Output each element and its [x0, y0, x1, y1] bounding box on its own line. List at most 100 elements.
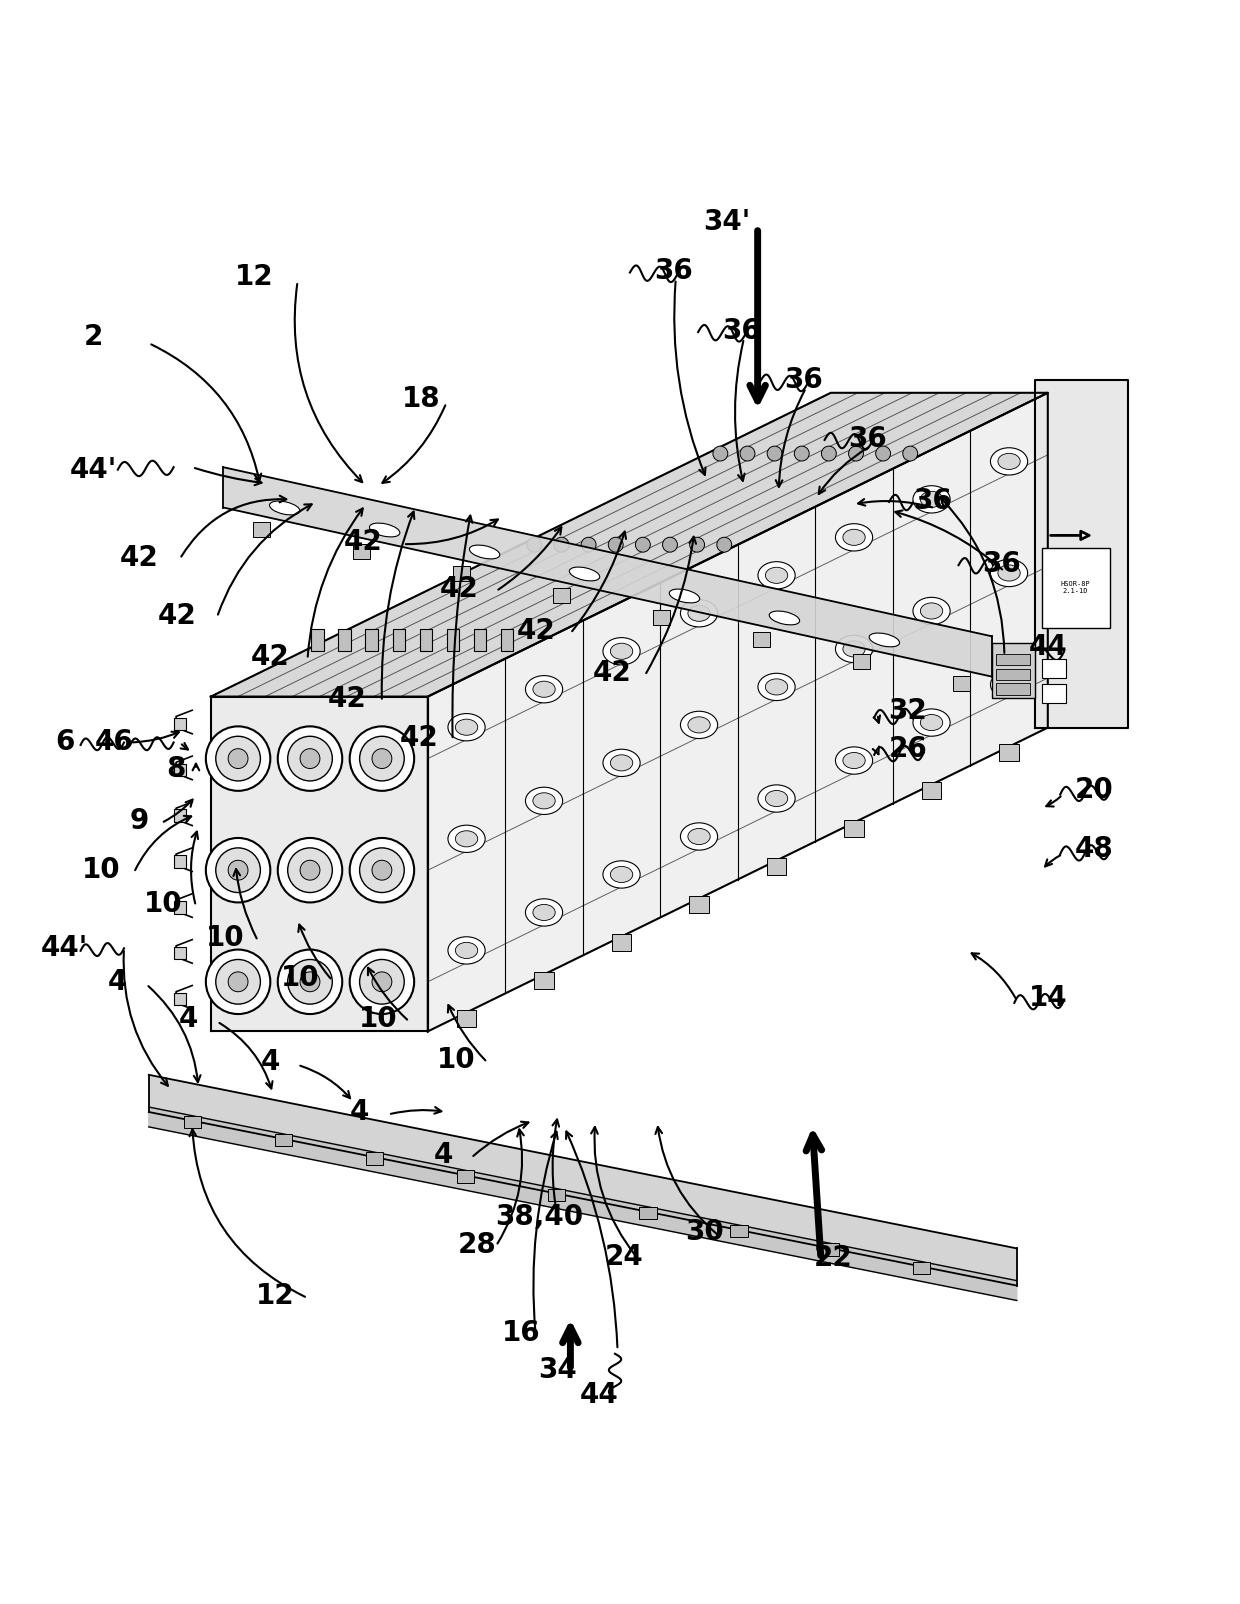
Polygon shape	[428, 393, 1048, 1031]
Circle shape	[300, 860, 320, 881]
Polygon shape	[211, 696, 428, 1031]
Text: 44': 44'	[41, 934, 88, 962]
Bar	[174, 810, 186, 821]
Bar	[274, 1134, 293, 1147]
Text: 8: 8	[166, 754, 186, 783]
Text: 36: 36	[913, 486, 952, 515]
Ellipse shape	[913, 597, 950, 624]
Circle shape	[216, 959, 260, 1004]
Text: 28: 28	[458, 1230, 497, 1259]
Ellipse shape	[688, 828, 711, 845]
Text: 14: 14	[1028, 983, 1068, 1012]
Ellipse shape	[869, 634, 899, 646]
Circle shape	[527, 537, 542, 552]
Text: 12: 12	[234, 263, 274, 292]
Ellipse shape	[455, 719, 477, 735]
Bar	[174, 901, 186, 914]
Ellipse shape	[913, 486, 950, 513]
Text: 42: 42	[343, 528, 383, 555]
Ellipse shape	[998, 565, 1021, 581]
Ellipse shape	[533, 905, 556, 921]
Circle shape	[372, 860, 392, 881]
Ellipse shape	[765, 568, 787, 584]
Bar	[174, 717, 186, 730]
Text: 26: 26	[888, 735, 928, 762]
Text: 6: 6	[55, 728, 74, 757]
Text: 4: 4	[108, 967, 128, 996]
Circle shape	[372, 972, 392, 991]
Circle shape	[206, 727, 270, 791]
Circle shape	[216, 736, 260, 781]
Text: 42: 42	[516, 618, 556, 645]
Bar	[366, 629, 378, 651]
Circle shape	[875, 446, 890, 460]
Text: 12: 12	[255, 1282, 295, 1309]
Ellipse shape	[455, 831, 477, 847]
Ellipse shape	[998, 454, 1021, 470]
Circle shape	[635, 537, 650, 552]
Circle shape	[228, 860, 248, 881]
Ellipse shape	[991, 560, 1028, 587]
Circle shape	[278, 837, 342, 903]
Polygon shape	[149, 1075, 1017, 1285]
Bar	[1042, 549, 1110, 629]
Text: 10: 10	[436, 1046, 476, 1075]
Circle shape	[554, 537, 569, 552]
Polygon shape	[223, 467, 992, 677]
Circle shape	[206, 950, 270, 1014]
Bar	[921, 783, 941, 799]
Bar	[753, 632, 770, 646]
Ellipse shape	[836, 523, 873, 552]
Ellipse shape	[843, 529, 866, 545]
Circle shape	[278, 950, 342, 1014]
Bar	[766, 858, 786, 876]
Text: 42: 42	[439, 574, 479, 603]
Circle shape	[288, 959, 332, 1004]
Circle shape	[288, 849, 332, 892]
Bar	[821, 1243, 838, 1256]
Ellipse shape	[920, 491, 942, 507]
Polygon shape	[211, 393, 1048, 696]
Circle shape	[228, 749, 248, 768]
Ellipse shape	[681, 711, 718, 738]
Bar	[999, 744, 1019, 762]
Text: 20: 20	[1074, 776, 1114, 804]
Text: 34: 34	[538, 1355, 578, 1384]
Circle shape	[768, 446, 782, 460]
Bar	[339, 629, 351, 651]
Ellipse shape	[688, 717, 711, 733]
Text: 36: 36	[848, 425, 888, 452]
Bar	[640, 1206, 657, 1219]
Circle shape	[903, 446, 918, 460]
Ellipse shape	[603, 861, 640, 889]
Ellipse shape	[526, 898, 563, 926]
Bar	[553, 589, 570, 603]
Ellipse shape	[470, 545, 500, 558]
Circle shape	[689, 537, 704, 552]
Bar	[952, 675, 970, 691]
Circle shape	[360, 736, 404, 781]
Text: 2: 2	[83, 322, 103, 351]
Ellipse shape	[765, 791, 787, 807]
Text: 42: 42	[250, 643, 290, 670]
Text: HSOR-8P
2.1-1D: HSOR-8P 2.1-1D	[1060, 581, 1090, 593]
Text: 4: 4	[260, 1049, 280, 1076]
Ellipse shape	[843, 642, 866, 658]
Bar	[174, 993, 186, 1006]
Circle shape	[300, 972, 320, 991]
Text: 10: 10	[280, 964, 320, 993]
Ellipse shape	[533, 682, 556, 698]
Bar	[453, 566, 470, 581]
Text: 38,40: 38,40	[495, 1203, 584, 1232]
Ellipse shape	[610, 643, 632, 659]
Polygon shape	[1035, 380, 1128, 728]
Circle shape	[717, 537, 732, 552]
Bar	[501, 629, 513, 651]
Circle shape	[582, 537, 596, 552]
Ellipse shape	[370, 523, 399, 537]
Bar	[548, 1189, 565, 1201]
Bar	[174, 764, 186, 776]
Circle shape	[278, 727, 342, 791]
Bar	[913, 1261, 930, 1274]
Circle shape	[848, 446, 863, 460]
